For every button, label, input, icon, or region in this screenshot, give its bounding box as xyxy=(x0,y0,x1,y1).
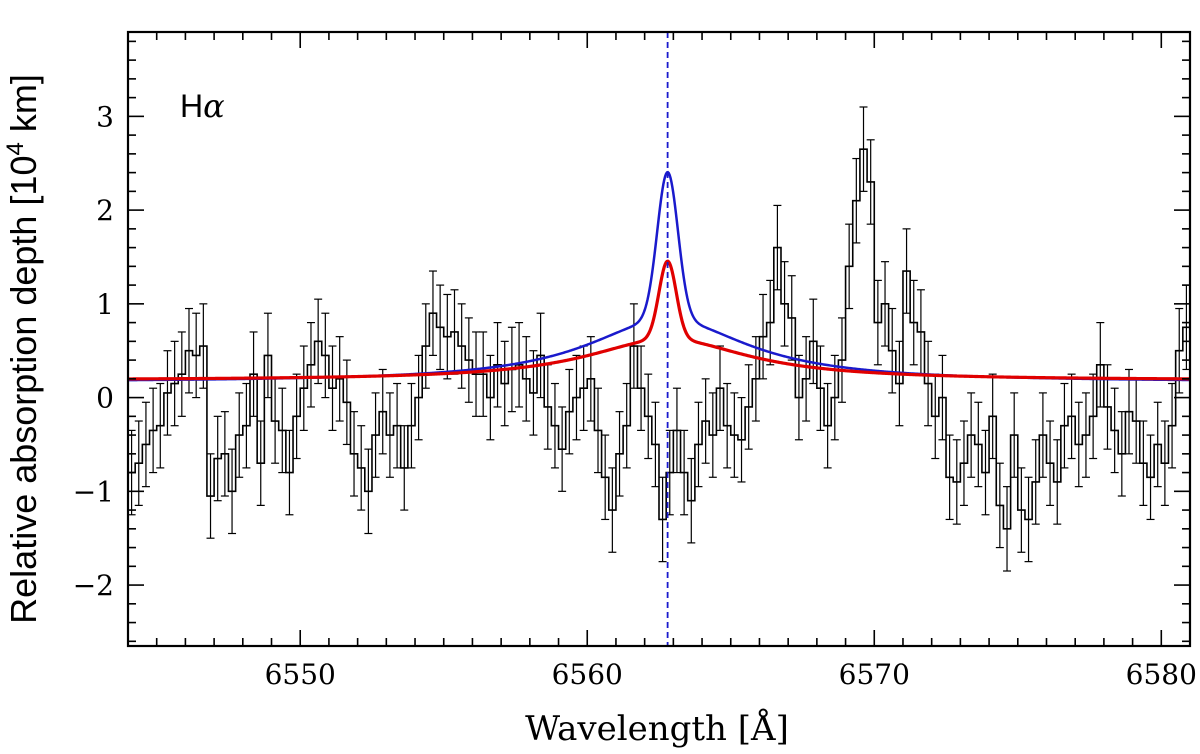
y-tick-label: 3 xyxy=(96,100,114,133)
y-tick-label: 2 xyxy=(96,194,114,227)
y-tick-label: 0 xyxy=(96,382,114,415)
x-tick-label: 6550 xyxy=(265,658,336,691)
blue-model-line xyxy=(128,170,1190,382)
y-axis-title: Relative absorption depth [104 km] xyxy=(2,74,45,624)
x-tick-label: 6560 xyxy=(552,658,623,691)
line-annotation: Hα xyxy=(180,87,225,125)
y-tick-label: −2 xyxy=(73,569,114,602)
model-curves xyxy=(128,170,1190,382)
y-tick-label: −1 xyxy=(73,475,114,508)
x-axis-title: Wavelength [Å] xyxy=(525,708,789,749)
x-tick-label: 6570 xyxy=(839,658,910,691)
observed-step-line xyxy=(128,148,1190,530)
x-tick-label: 6580 xyxy=(1126,658,1197,691)
plot-frame xyxy=(126,30,1192,648)
axis-ticks xyxy=(127,32,1191,646)
y-tick-label: 1 xyxy=(96,288,114,321)
red-model-line xyxy=(128,259,1190,381)
